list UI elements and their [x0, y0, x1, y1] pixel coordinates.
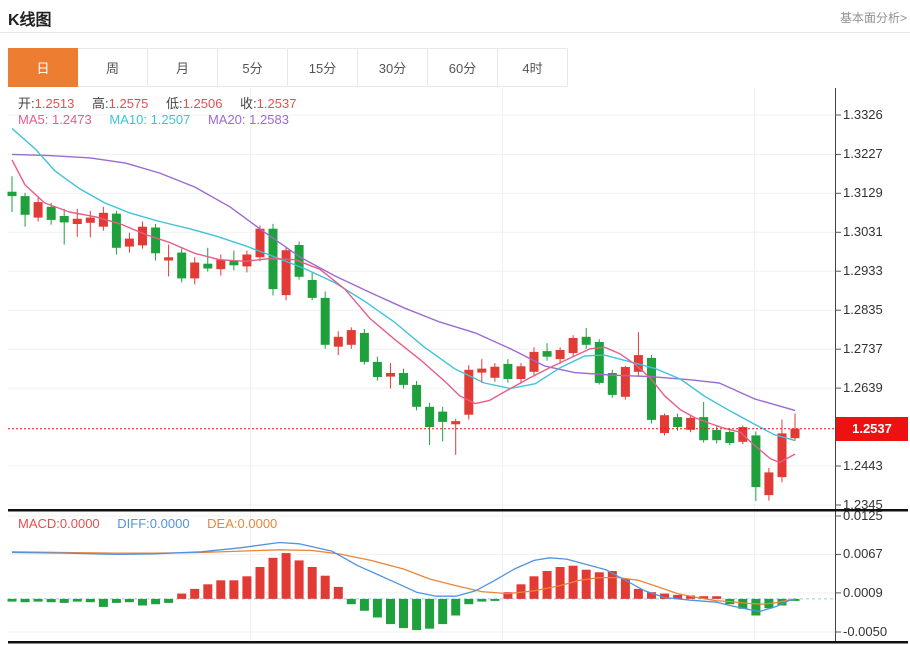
header-divider — [0, 32, 910, 33]
macd-tick-label: 0.0009 — [843, 585, 883, 600]
ma-legend: MA5: 1.2473 MA10: 1.2507 MA20: 1.2583 — [18, 112, 303, 127]
ma10-label: MA10: — [109, 112, 147, 127]
tab-30min[interactable]: 30分 — [358, 48, 428, 87]
macd-label: MACD: — [18, 516, 60, 531]
diff-label: DIFF: — [117, 516, 150, 531]
close-value: 1.2537 — [256, 96, 297, 111]
dea-label: DEA: — [207, 516, 238, 531]
price-tick-label: 1.3031 — [843, 224, 883, 239]
period-tab-bar: 日周月 5分 15分 30分 60分 4时 — [8, 48, 568, 87]
ohlc-legend: 开:1.2513 高:1.2575 低:1.2506 收:1.2537 — [18, 93, 310, 112]
ma5-label: MA5: — [18, 112, 49, 127]
tab-weekly[interactable]: 周 — [78, 48, 148, 87]
ma20-label: MA20: — [207, 112, 246, 127]
ma5-value: 1.2473 — [51, 112, 92, 127]
high-value: 1.2575 — [108, 96, 149, 111]
macd-value: 0.0000 — [59, 516, 100, 531]
page-title: K线图 — [8, 12, 52, 29]
tab-5min[interactable]: 5分 — [218, 48, 288, 87]
ma20-value: 1.2583 — [249, 112, 289, 127]
tab-4hour[interactable]: 4时 — [498, 48, 568, 87]
macd-tick-label: 0.0125 — [843, 508, 883, 523]
macd-tick-label: -0.0050 — [843, 624, 888, 639]
open-value: 1.2513 — [34, 96, 75, 111]
fundamental-analysis-link[interactable]: 基本面分析> — [839, 11, 907, 25]
low-label: 低: — [166, 96, 183, 111]
ma10-value: 1.2507 — [150, 112, 191, 127]
low-value: 1.2506 — [182, 96, 223, 111]
tab-60min[interactable]: 60分 — [428, 48, 498, 87]
price-tick-label: 1.2835 — [843, 302, 883, 317]
macd-tick-label: 0.0067 — [843, 546, 883, 561]
price-tick-label: 1.3129 — [843, 185, 883, 200]
price-tick-label: 1.2737 — [843, 341, 883, 356]
high-label: 高: — [92, 96, 109, 111]
price-tick-label: 1.2933 — [843, 263, 883, 278]
price-tick-label: 1.2345 — [843, 497, 883, 512]
tab-15min[interactable]: 15分 — [288, 48, 358, 87]
dea-value: 0.0000 — [237, 516, 278, 531]
price-tick-label: 1.3227 — [843, 146, 883, 161]
price-tick-label: 1.2639 — [843, 380, 883, 395]
price-tick-label: 1.2443 — [843, 458, 883, 473]
current-price-flag: 1.2537 — [836, 417, 908, 441]
tab-monthly[interactable]: 月 — [148, 48, 218, 87]
tab-daily[interactable]: 日 — [8, 48, 78, 87]
open-label: 开: — [18, 96, 35, 111]
macd-legend: MACD:0.0000 DIFF:0.0000 DEA:0.0000 — [18, 516, 291, 531]
close-label: 收: — [240, 96, 257, 111]
diff-value: 0.0000 — [149, 516, 190, 531]
price-tick-label: 1.3326 — [843, 107, 883, 122]
